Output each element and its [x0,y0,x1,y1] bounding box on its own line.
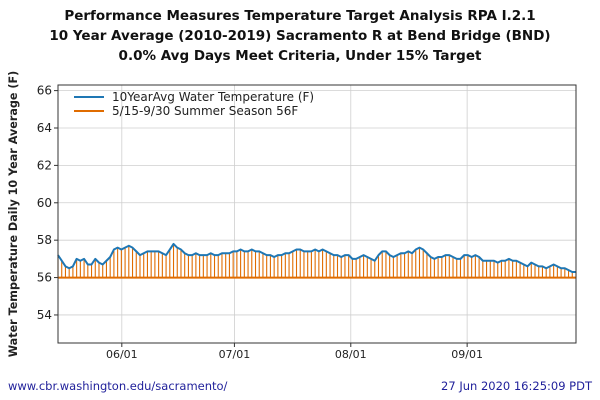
chart-title: Performance Measures Temperature Target … [0,6,600,66]
y-tick-label: 56 [37,271,52,285]
x-tick-label: 06/01 [106,348,138,361]
footer-timestamp: 27 Jun 2020 16:25:09 PDT [441,379,592,393]
y-tick-label: 62 [37,158,52,172]
x-tick-label: 07/01 [219,348,251,361]
x-tick-label: 09/01 [451,348,483,361]
chart-title-line-1: Performance Measures Temperature Target … [64,8,536,24]
y-tick-label: 54 [37,308,52,322]
y-tick-label: 60 [37,196,52,210]
x-tick-label: 08/01 [335,348,367,361]
plot-frame [57,84,577,344]
legend-label-target: 5/15-9/30 Summer Season 56F [112,104,298,118]
chart-title-line-3: 0.0% Avg Days Meet Criteria, Under 15% T… [118,48,482,64]
y-tick-label: 66 [37,84,52,98]
temperature-series-line [57,242,576,273]
y-axis-label: Water Temperature Daily 10 Year Average … [7,71,20,358]
chart-title-line-2: 10 Year Average (2010-2019) Sacramento R… [49,28,551,44]
plot-area [58,85,576,343]
y-tick-label: 64 [37,121,52,135]
legend-label-temperature: 10YearAvg Water Temperature (F) [112,90,314,104]
y-tick-label: 58 [37,233,52,247]
footer-url-link[interactable]: www.cbr.washington.edu/sacramento/ [8,379,228,393]
